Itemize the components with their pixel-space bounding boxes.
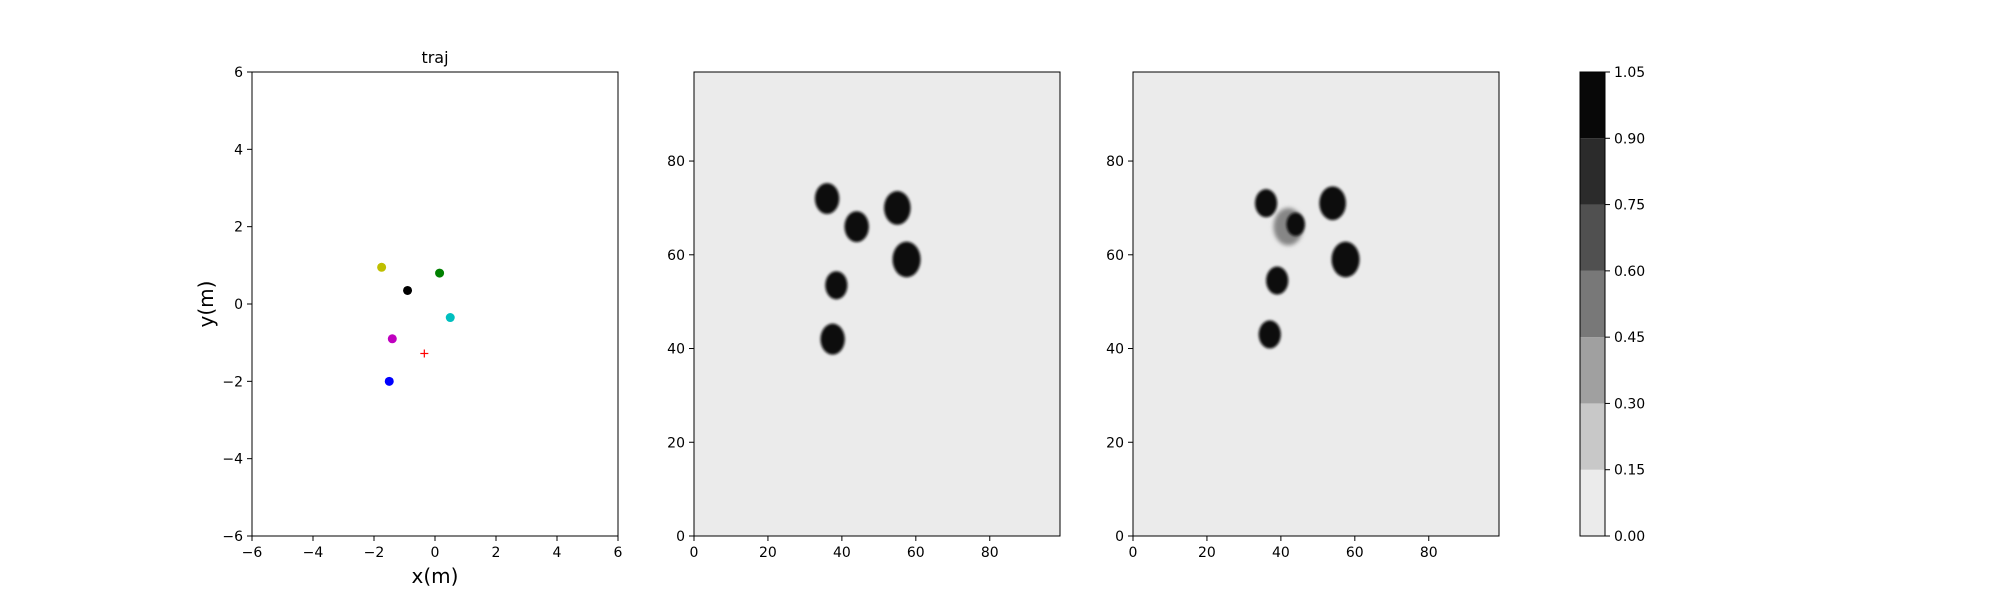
plot-area <box>251 71 619 537</box>
agent-point <box>445 313 455 323</box>
y-tick-label: 6 <box>234 65 243 81</box>
trajectory-plot: traj −6 −4 −2 0 2 4 6 −6 −4 −2 0 2 4 6 x(m) y(m) <box>194 48 623 588</box>
colorbar-tick-label: 1.05 <box>1614 65 1645 81</box>
colorbar-segment <box>1580 403 1605 470</box>
colorbar-segment <box>1580 337 1605 404</box>
x-tick-label: 6 <box>614 545 623 561</box>
colorbar-tick-label: 0.75 <box>1614 198 1645 214</box>
y-tick-label: −4 <box>222 452 243 468</box>
x-tick-label: 80 <box>981 545 999 561</box>
colorbar-segment <box>1580 270 1605 338</box>
y-tick-label: 80 <box>667 154 685 170</box>
y-tick-label: 0 <box>676 529 685 545</box>
colorbar-tick-label: 0.00 <box>1614 529 1645 545</box>
agent-point <box>435 268 445 278</box>
x-tick-label: 80 <box>1420 545 1438 561</box>
obstacle-blob <box>825 271 848 300</box>
x-tick-label: 0 <box>1129 545 1138 561</box>
agent-point <box>387 334 397 344</box>
colorbar-tick-label: 0.30 <box>1614 396 1645 412</box>
colorbar-segment <box>1580 72 1605 139</box>
y-tick-label: 2 <box>234 220 243 236</box>
heatmap-blobs <box>1255 186 1360 349</box>
goal-marker <box>420 349 429 358</box>
obstacle-blob <box>820 323 845 355</box>
obstacle-blob <box>1286 212 1305 237</box>
obstacle-blob <box>1319 186 1346 221</box>
x-tick-label: 20 <box>759 545 777 561</box>
obstacle-blob <box>814 183 840 215</box>
y-axis-label: y(m) <box>194 281 218 328</box>
obstacle-blob <box>884 191 911 225</box>
x-tick-label: 40 <box>1272 545 1290 561</box>
x-tick-label: 60 <box>907 545 925 561</box>
x-tick-label: 0 <box>431 545 440 561</box>
colorbar-tick-label: 0.15 <box>1614 463 1645 479</box>
obstacle-blob <box>1331 241 1360 278</box>
scatter-points <box>377 262 455 386</box>
x-tick-label: 60 <box>1346 545 1364 561</box>
colorbar-tick-label: 0.90 <box>1614 131 1645 147</box>
colorbar-segment <box>1580 204 1605 271</box>
y-tick-label: 20 <box>1106 435 1124 451</box>
x-ticks: 0 20 40 60 80 <box>690 536 999 561</box>
x-tick-label: 40 <box>833 545 851 561</box>
y-tick-label: 4 <box>234 142 243 158</box>
heatmap-background <box>694 72 1060 536</box>
x-tick-label: 2 <box>492 545 501 561</box>
agent-point <box>403 285 413 295</box>
x-tick-label: 0 <box>690 545 699 561</box>
y-tick-label: −6 <box>222 529 243 545</box>
plot-title: traj <box>421 48 448 67</box>
x-tick-label: 20 <box>1198 545 1216 561</box>
colorbar-tick-label: 0.45 <box>1614 330 1645 346</box>
y-ticks: 0 20 40 60 80 <box>667 154 694 545</box>
obstacle-blob <box>844 211 869 243</box>
y-tick-label: 20 <box>667 435 685 451</box>
x-ticks: 0 20 40 60 80 <box>1129 536 1438 561</box>
heatmap-blobs <box>814 183 921 355</box>
y-tick-label: 40 <box>667 342 685 358</box>
agent-point <box>377 262 387 272</box>
colorbar: 0.00 0.15 0.30 0.45 0.60 0.75 0.90 1.05 <box>1579 65 1645 545</box>
colorbar-segment <box>1580 469 1605 536</box>
obstacle-blob <box>892 241 921 278</box>
y-ticks: 0 20 40 60 80 <box>1106 154 1133 545</box>
x-tick-label: −2 <box>364 545 385 561</box>
heatmap-2: 0 20 40 60 80 0 20 40 60 80 <box>1106 71 1500 561</box>
obstacle-blob <box>1255 189 1278 218</box>
y-ticks: −6 −4 −2 0 2 4 6 <box>222 65 252 545</box>
heatmap-1: 0 20 40 60 80 0 20 40 60 80 <box>667 71 1061 561</box>
plot-frame <box>1132 71 1500 537</box>
y-tick-label: 60 <box>667 248 685 264</box>
x-tick-label: 4 <box>553 545 562 561</box>
x-axis-label: x(m) <box>412 564 459 588</box>
y-tick-label: 60 <box>1106 248 1124 264</box>
colorbar-segment <box>1580 138 1605 205</box>
obstacle-blob <box>1266 266 1289 295</box>
y-tick-label: 80 <box>1106 154 1124 170</box>
heatmap-background <box>1133 72 1499 536</box>
y-tick-label: 0 <box>234 297 243 313</box>
obstacle-blob <box>1258 320 1281 349</box>
colorbar-frame <box>1579 71 1606 537</box>
x-ticks: −6 −4 −2 0 2 4 6 <box>242 536 623 561</box>
y-tick-label: 40 <box>1106 342 1124 358</box>
colorbar-tick-label: 0.60 <box>1614 264 1645 280</box>
agent-point <box>384 376 394 386</box>
y-tick-label: 0 <box>1115 529 1124 545</box>
x-tick-label: −6 <box>242 545 263 561</box>
x-tick-label: −4 <box>303 545 324 561</box>
y-tick-label: −2 <box>222 374 243 390</box>
plot-frame <box>693 71 1061 537</box>
